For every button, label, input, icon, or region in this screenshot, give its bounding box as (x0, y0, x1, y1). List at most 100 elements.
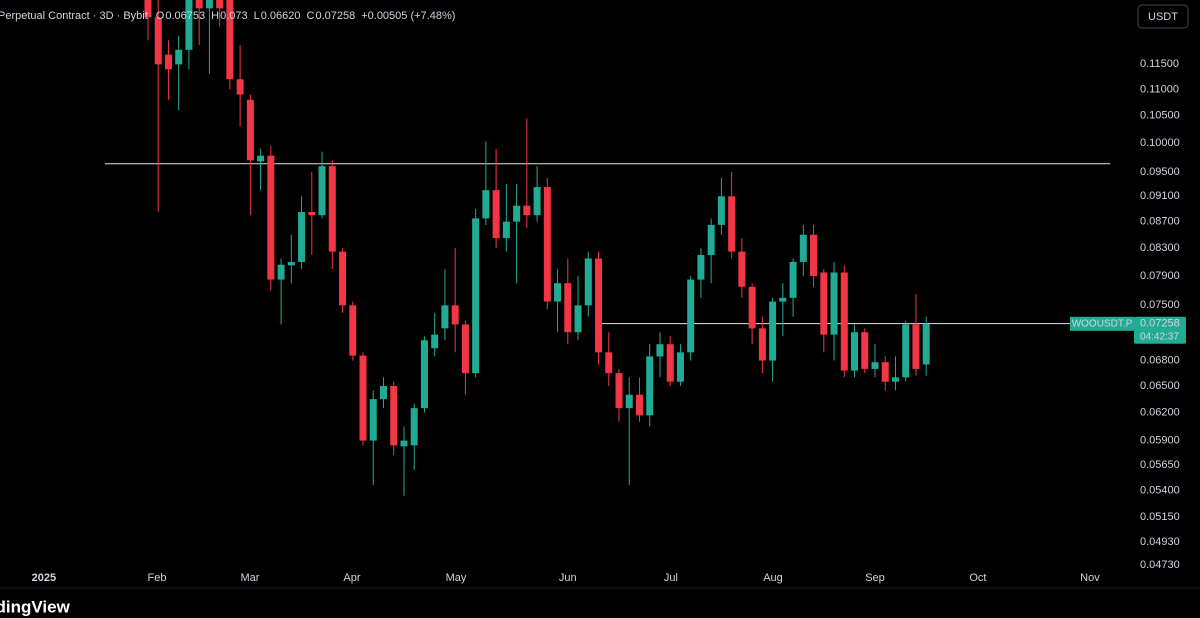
y-tick-label: 0.07900 (1140, 270, 1180, 282)
candle-body (584, 258, 592, 306)
candle-body (533, 187, 541, 216)
candle-body (246, 99, 254, 161)
candle-body (328, 166, 336, 252)
candle-body (543, 187, 551, 302)
candle-body (646, 356, 654, 416)
candle-body (789, 261, 797, 298)
currency-button[interactable] (1137, 4, 1189, 29)
candle-body (687, 279, 695, 353)
candle-body (359, 355, 367, 441)
x-tick-label: Feb (147, 572, 166, 584)
candle-body (554, 283, 562, 302)
y-tick-label: 0.05900 (1140, 435, 1180, 447)
candle-body (308, 212, 316, 216)
candle-body (513, 205, 521, 222)
y-tick-label: 0.11500 (1140, 58, 1179, 70)
y-tick-label: 0.07500 (1140, 299, 1180, 311)
candle-body (441, 305, 449, 329)
x-tick-label: Jun (559, 572, 577, 584)
candle-body (164, 54, 172, 70)
candle-body (748, 286, 756, 329)
y-tick-label: 0.05650 (1140, 459, 1180, 471)
candle-body (728, 196, 736, 252)
candle-body (840, 272, 848, 371)
x-tick-label: May (446, 572, 467, 584)
candle-body (635, 394, 643, 416)
candle-body (851, 332, 859, 371)
candle-body (318, 166, 326, 216)
plot-area (105, 0, 1110, 496)
candle-body (922, 323, 930, 365)
candle-body (902, 324, 910, 378)
candle-body (379, 385, 387, 400)
y-tick-label: 0.06200 (1140, 407, 1180, 419)
price-badge (1134, 316, 1186, 344)
candle-body (758, 328, 766, 361)
ohlc-value: 0.073 (220, 10, 248, 22)
y-tick-label: 0.04730 (1140, 559, 1180, 571)
change: +0.00505 (+7.48%) (361, 10, 455, 22)
candle-body (390, 385, 398, 446)
currency-button-label[interactable]: USDT (1148, 11, 1178, 23)
x-tick-label: Sep (865, 572, 885, 584)
candle-body (738, 251, 746, 287)
ohlc-value: 0.06620 (261, 10, 301, 22)
candle-body (236, 79, 244, 95)
y-tick-label: 0.05150 (1140, 511, 1180, 523)
price-badge-countdown: 04:42:37 (1140, 331, 1179, 342)
x-tick-label: Oct (969, 572, 986, 584)
candle-body (830, 272, 838, 335)
candle-body (492, 190, 500, 239)
candle-body (769, 301, 777, 361)
candle-body (339, 251, 347, 306)
candle-body (676, 352, 684, 382)
y-tick-label: 0.09500 (1140, 166, 1180, 178)
candle-body (205, 0, 213, 9)
candle-body (451, 305, 459, 325)
candle-body (595, 258, 603, 353)
candle-body (400, 440, 408, 447)
symbol-badge (1070, 316, 1134, 331)
ohlc-key: L (254, 10, 260, 22)
candle-body (349, 305, 357, 356)
y-tick-label: 0.09100 (1140, 190, 1180, 202)
y-tick-label: 0.08300 (1140, 242, 1180, 254)
candle-body (257, 155, 265, 162)
candle-body (625, 394, 633, 409)
ohlc-value: 0.07258 (315, 10, 355, 22)
candle-body (154, 17, 162, 65)
candle-body (175, 49, 183, 65)
candle-body (216, 0, 224, 9)
candle-body (605, 352, 613, 374)
candle-body (502, 221, 510, 239)
x-tick-label: Aug (763, 572, 783, 584)
candle-body (707, 224, 715, 256)
candle-body (564, 283, 572, 333)
y-tick-label: 0.10000 (1140, 137, 1180, 149)
x-tick-label: Nov (1080, 572, 1100, 584)
candle-body (472, 218, 480, 374)
y-tick-label: 0.08700 (1140, 216, 1180, 228)
x-tick-label: Mar (240, 572, 259, 584)
candle-body (461, 324, 469, 374)
candle-body (195, 0, 203, 9)
candle-body (226, 0, 234, 80)
candle-body (615, 373, 623, 409)
ohlc-key: C (307, 10, 315, 22)
candle-body (298, 212, 306, 262)
x-tick-label: Jul (664, 572, 678, 584)
candle-body (431, 334, 439, 349)
candle-body (881, 362, 889, 382)
candle-body (861, 332, 869, 369)
candle-body (799, 234, 807, 262)
candle-body (267, 155, 275, 280)
y-tick-label: 0.04930 (1140, 536, 1180, 548)
y-tick-label: 0.11000 (1140, 83, 1179, 95)
y-tick-label: 0.06500 (1140, 380, 1180, 392)
ohlc-key: H (211, 10, 219, 22)
candle-body (697, 255, 705, 280)
candle-body (574, 305, 582, 333)
candle-body (820, 272, 828, 335)
x-tick-label: 2025 (32, 572, 56, 584)
